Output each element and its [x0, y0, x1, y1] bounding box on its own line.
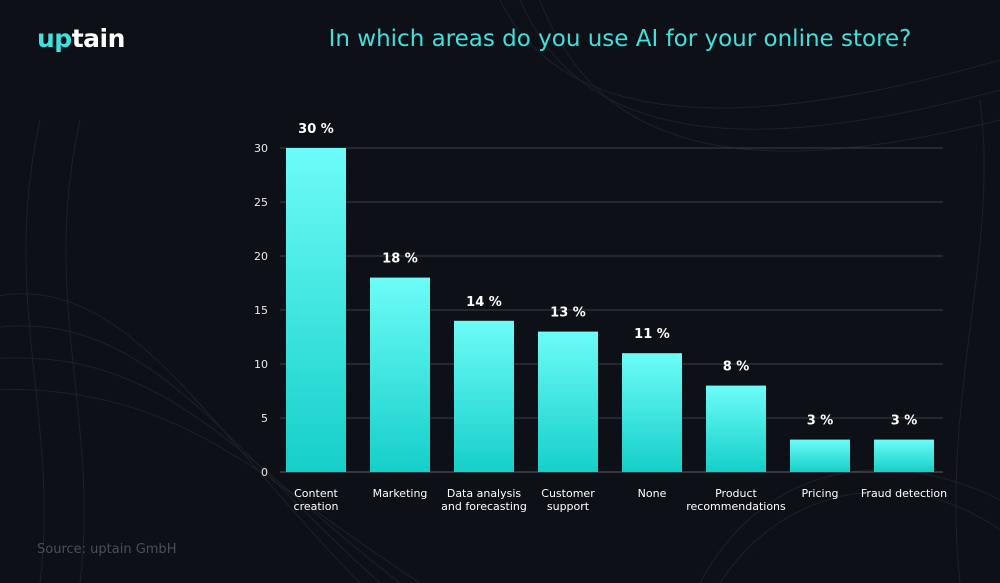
x-tick-label: support	[547, 500, 590, 513]
x-tick-label: recommendations	[686, 500, 786, 513]
data-label: 11 %	[634, 327, 670, 342]
source-note: Source: uptain GmbH	[37, 542, 177, 557]
data-label: 18 %	[382, 252, 418, 267]
y-tick-label: 20	[254, 250, 268, 263]
x-tick-label: Data analysis	[447, 487, 522, 500]
x-tick-label: None	[638, 487, 667, 500]
x-tick-label: creation	[294, 500, 339, 513]
y-tick-label: 30	[254, 142, 268, 155]
y-tick-label: 10	[254, 358, 268, 371]
bar	[538, 331, 598, 472]
data-label: 30 %	[298, 122, 334, 137]
x-tick-label: and forecasting	[441, 500, 527, 513]
bar	[370, 277, 430, 472]
x-tick-label: Marketing	[373, 487, 428, 500]
x-tick-label: Pricing	[801, 487, 838, 500]
y-tick-label: 0	[261, 466, 268, 479]
bar	[286, 148, 346, 472]
uptain-logo: uptain	[37, 24, 125, 53]
data-label: 8 %	[723, 360, 750, 375]
bar	[622, 353, 682, 472]
bar	[454, 320, 514, 472]
x-tick-label: Product	[715, 487, 757, 500]
y-tick-label: 15	[254, 304, 268, 317]
x-tick-label: Fraud detection	[861, 487, 947, 500]
data-label: 13 %	[550, 306, 586, 321]
x-tick-label: Content	[294, 487, 338, 500]
bar	[706, 385, 766, 472]
y-tick-label: 5	[261, 412, 268, 425]
bar	[790, 439, 850, 472]
data-label: 3 %	[807, 414, 834, 429]
data-label: 14 %	[466, 295, 502, 310]
y-tick-label: 25	[254, 196, 268, 209]
bar	[874, 439, 934, 472]
x-tick-label: Customer	[541, 487, 595, 500]
data-label: 3 %	[891, 414, 918, 429]
chart-title: In which areas do you use AI for your on…	[328, 26, 912, 52]
